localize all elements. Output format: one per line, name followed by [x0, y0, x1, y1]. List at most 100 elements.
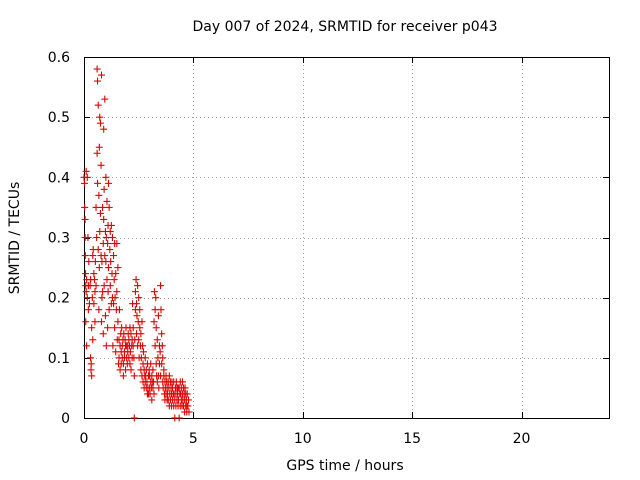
data-point — [84, 234, 92, 241]
x-tick-label: 0 — [80, 431, 89, 447]
x-tick-label: 10 — [294, 431, 312, 447]
data-point — [137, 330, 145, 338]
data-point — [85, 258, 93, 266]
data-point — [81, 215, 89, 223]
data-point — [91, 288, 99, 296]
data-point — [105, 306, 113, 314]
data-point — [96, 113, 104, 121]
data-point — [165, 372, 173, 380]
y-tick-label: 0.3 — [48, 231, 70, 247]
data-point — [126, 360, 134, 368]
data-point — [100, 185, 108, 193]
data-point — [139, 342, 147, 350]
data-point — [131, 288, 139, 296]
data-point — [158, 342, 166, 350]
data-point — [132, 276, 140, 284]
data-point — [104, 324, 112, 332]
data-point — [156, 348, 164, 356]
data-point — [138, 318, 146, 326]
data-point — [157, 306, 165, 314]
y-tick-label: 0 — [61, 411, 70, 427]
y-axis-label: SRMTID / TECUs — [7, 182, 23, 295]
data-point — [98, 294, 106, 302]
data-point — [107, 258, 115, 266]
data-point — [181, 384, 189, 392]
data-point — [150, 390, 158, 398]
data-point — [185, 408, 193, 416]
data-point — [93, 149, 101, 157]
y-tick-label: 0.1 — [48, 351, 70, 367]
data-point — [84, 306, 92, 314]
data-point — [184, 402, 192, 410]
data-point — [106, 246, 114, 254]
data-point — [101, 252, 109, 260]
data-point — [82, 288, 90, 296]
data-point — [157, 282, 165, 290]
data-point — [105, 203, 113, 211]
data-point — [81, 203, 89, 211]
data-point — [158, 330, 166, 338]
data-point — [154, 312, 162, 320]
data-point — [80, 179, 88, 187]
data-point — [88, 324, 96, 332]
data-point — [96, 209, 104, 217]
data-point — [100, 282, 108, 290]
data-point — [91, 258, 99, 266]
data-point — [90, 300, 98, 308]
y-tick-label: 0.6 — [48, 50, 70, 66]
data-point — [95, 264, 103, 272]
data-point — [106, 227, 114, 235]
data-point — [106, 282, 114, 290]
data-point — [129, 324, 137, 332]
x-axis-label: GPS time / hours — [286, 458, 403, 474]
data-point — [152, 294, 160, 302]
data-point — [115, 306, 123, 314]
data-point — [160, 366, 168, 374]
data-point — [153, 336, 161, 344]
data-point — [149, 384, 157, 392]
data-point — [102, 234, 110, 241]
data-point — [104, 240, 112, 248]
data-point — [104, 288, 112, 296]
data-point — [178, 378, 186, 386]
data-point — [96, 119, 104, 127]
data-point — [159, 354, 167, 362]
data-point — [113, 240, 121, 248]
data-point — [92, 203, 100, 211]
data-point — [100, 215, 108, 223]
data-point — [119, 372, 127, 380]
data-point — [83, 173, 91, 181]
data-point — [87, 360, 95, 368]
data-point — [110, 252, 118, 260]
chart-title: Day 007 of 2024, SRMTID for receiver p04… — [192, 19, 497, 35]
data-point — [95, 306, 103, 314]
data-point — [88, 372, 96, 380]
data-point — [89, 336, 97, 344]
data-point — [158, 360, 166, 368]
data-point — [105, 264, 112, 272]
data-point — [111, 294, 119, 302]
data-point — [93, 234, 101, 241]
y-tick-label: 0.5 — [48, 110, 70, 126]
data-point — [91, 318, 99, 326]
y-tick-label: 0.4 — [48, 170, 70, 186]
data-point — [101, 95, 109, 103]
data-point — [89, 252, 97, 260]
data-point — [101, 312, 109, 320]
data-point — [134, 282, 142, 290]
data-point — [99, 330, 107, 338]
data-point — [110, 300, 118, 308]
data-point — [98, 318, 105, 326]
data-point — [91, 276, 98, 284]
data-point — [150, 288, 158, 296]
data-point — [151, 306, 159, 314]
data-point — [94, 101, 102, 109]
data-point — [82, 318, 90, 326]
data-point — [114, 318, 122, 326]
data-point — [149, 366, 157, 374]
data-point — [82, 270, 90, 278]
data-point — [130, 414, 138, 422]
data-point — [113, 288, 121, 296]
data-point — [95, 191, 103, 199]
